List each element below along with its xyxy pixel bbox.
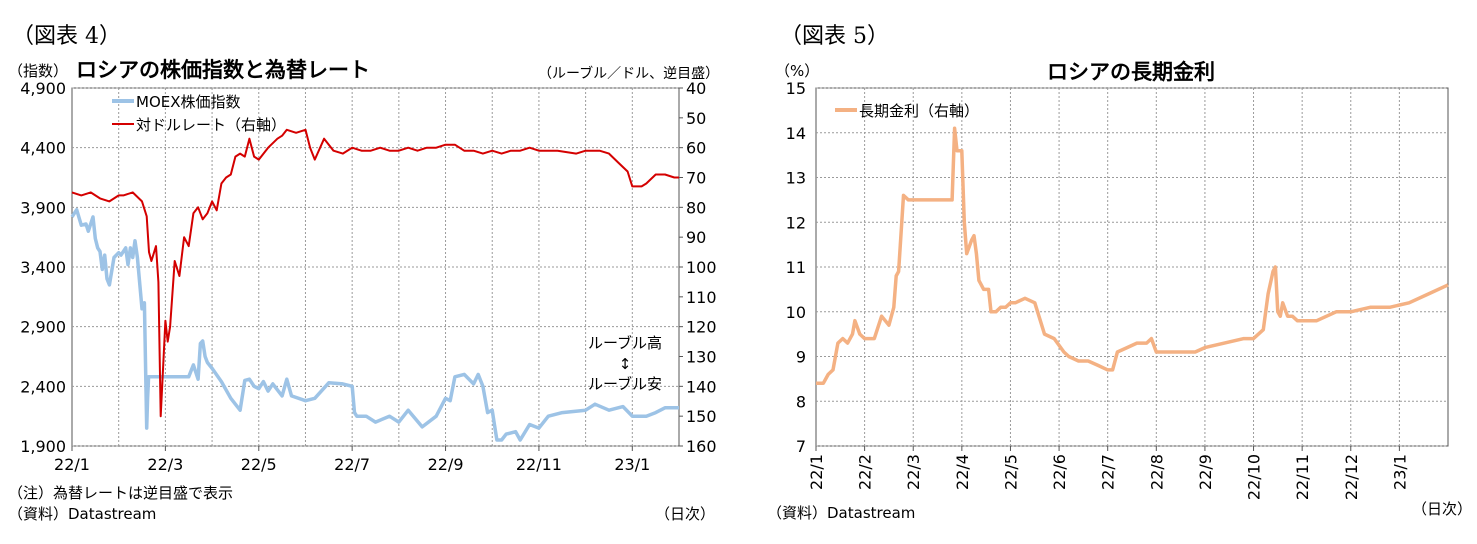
left-y-tick-label: 4,400 (20, 139, 66, 158)
right-chart-y-tick-label: 11 (786, 258, 806, 277)
right-y-tick-label: 100 (686, 258, 717, 277)
right-y-tick-label: 70 (686, 169, 706, 188)
left-x-tick-label: 23/1 (614, 455, 650, 474)
right-x-tick-label: 22/4 (953, 454, 972, 490)
right-chart-y-axis-ticks: 7 8 9 10 11 12 13 14 15 (786, 79, 806, 456)
figure-4-label: （図表 4） (12, 24, 121, 49)
left-x-axis-ticks: 22/1 22/3 22/5 22/7 22/9 22/11 23/1 (54, 446, 650, 474)
left-x-tick-label: 22/3 (147, 455, 183, 474)
right-x-tick-label: 22/6 (1050, 454, 1069, 490)
right-chart-y-tick-label: 8 (796, 392, 806, 411)
left-y-tick-label: 3,900 (20, 198, 66, 217)
right-y-tick-label: 60 (686, 139, 706, 158)
right-chart-y-tick-label: 15 (786, 79, 806, 98)
right-y-tick-label: 130 (686, 348, 717, 367)
right-chart-y-tick-label: 13 (786, 169, 806, 188)
left-y-tick-label: 4,900 (20, 79, 66, 98)
right-x-tick-label: 22/5 (1001, 454, 1020, 490)
left-y-tick-label: 1,900 (20, 437, 66, 456)
left-y-tick-label: 2,900 (20, 318, 66, 337)
left-y-tick-label: 2,400 (20, 377, 66, 396)
long-term-rate-line (816, 126, 1449, 386)
left-chart-subtitle: （ルーブル／ドル、逆目盛） (538, 65, 719, 82)
left-x-tick-label: 22/1 (54, 455, 90, 474)
right-chart-y-tick-label: 12 (786, 213, 806, 232)
left-y-axis-ticks: 1,900 2,400 2,900 3,400 3,900 4,400 4,900 (20, 79, 66, 456)
legend-label-fx: 対ドルレート（右軸） (136, 116, 286, 134)
ruble-usd-rate-line (71, 128, 679, 418)
left-series-lines (70, 128, 679, 442)
annotation-arrow-icon: ↕ (619, 355, 632, 373)
right-y-tick-label: 80 (686, 198, 706, 217)
right-x-tick-label: 22/12 (1342, 454, 1361, 500)
right-y-tick-label: 120 (686, 318, 717, 337)
right-chart-title: ロシアの長期金利 (1047, 60, 1215, 84)
right-x-tick-label: 22/11 (1293, 454, 1312, 500)
legend-label-rate: 長期金利（右軸） (859, 102, 979, 120)
left-chart-title: ロシアの株価指数と為替レート (76, 58, 370, 82)
right-y-tick-label: 90 (686, 228, 706, 247)
left-x-tick-label: 22/11 (516, 455, 562, 474)
right-x-tick-label: 23/1 (1390, 454, 1409, 490)
right-x-tick-label: 22/7 (1099, 454, 1118, 490)
right-y-unit: （%） (775, 62, 819, 80)
left-x-unit: （日次） (655, 505, 715, 523)
right-source: （資料）Datastream (767, 504, 915, 522)
right-x-unit: （日次） (1412, 500, 1472, 518)
left-note: （注）為替レートは逆目盛で表示 (8, 484, 233, 502)
right-gridlines (816, 87, 1448, 447)
right-series-lines (816, 126, 1449, 386)
legend-label-moex: MOEX株価指数 (136, 93, 241, 111)
left-x-tick-label: 22/5 (241, 455, 277, 474)
right-y-tick-label: 140 (686, 377, 717, 396)
annotation-ruble-weak: ルーブル安 (588, 375, 662, 393)
left-x-tick-label: 22/9 (428, 455, 464, 474)
moex-index-line (70, 207, 679, 442)
right-y-tick-label: 50 (686, 109, 706, 128)
right-chart-y-tick-label: 14 (786, 124, 806, 143)
right-x-tick-label: 22/10 (1245, 454, 1264, 500)
right-x-tick-label: 22/3 (904, 454, 923, 490)
annotation-ruble-strong: ルーブル高 (588, 334, 662, 352)
right-y-tick-label: 150 (686, 407, 717, 426)
figure-5-label: （図表 5） (780, 24, 889, 49)
stock-and-fx-chart: ロシアの株価指数と為替レート （ルーブル／ドル、逆目盛） （指数） 1,9002… (8, 58, 719, 523)
right-x-tick-label: 22/8 (1147, 454, 1166, 490)
left-gridlines (72, 87, 679, 447)
right-chart-x-axis-ticks: 22/1 22/2 22/3 22/4 22/5 22/6 22/7 22/8 22/9 22/1… (807, 446, 1409, 500)
right-y-tick-label: 110 (686, 288, 717, 307)
right-x-tick-label: 22/1 (807, 454, 826, 490)
right-chart-y-tick-label: 7 (796, 437, 806, 456)
left-x-tick-label: 22/7 (334, 455, 370, 474)
right-chart-y-tick-label: 10 (786, 303, 806, 322)
right-y-tick-label: 40 (686, 79, 706, 98)
left-y-unit: （指数） (8, 62, 68, 80)
right-x-tick-label: 22/9 (1196, 454, 1215, 490)
left-source: （資料）Datastream (8, 505, 156, 523)
left-y-tick-label: 3,400 (20, 258, 66, 277)
right-x-tick-label: 22/2 (856, 454, 875, 490)
right-chart-y-tick-label: 9 (796, 348, 806, 367)
right-y-axis-ticks: 40 50 60 70 80 90 100 110 120 130 140 150 160 (679, 79, 717, 456)
right-y-tick-label: 160 (686, 437, 717, 456)
